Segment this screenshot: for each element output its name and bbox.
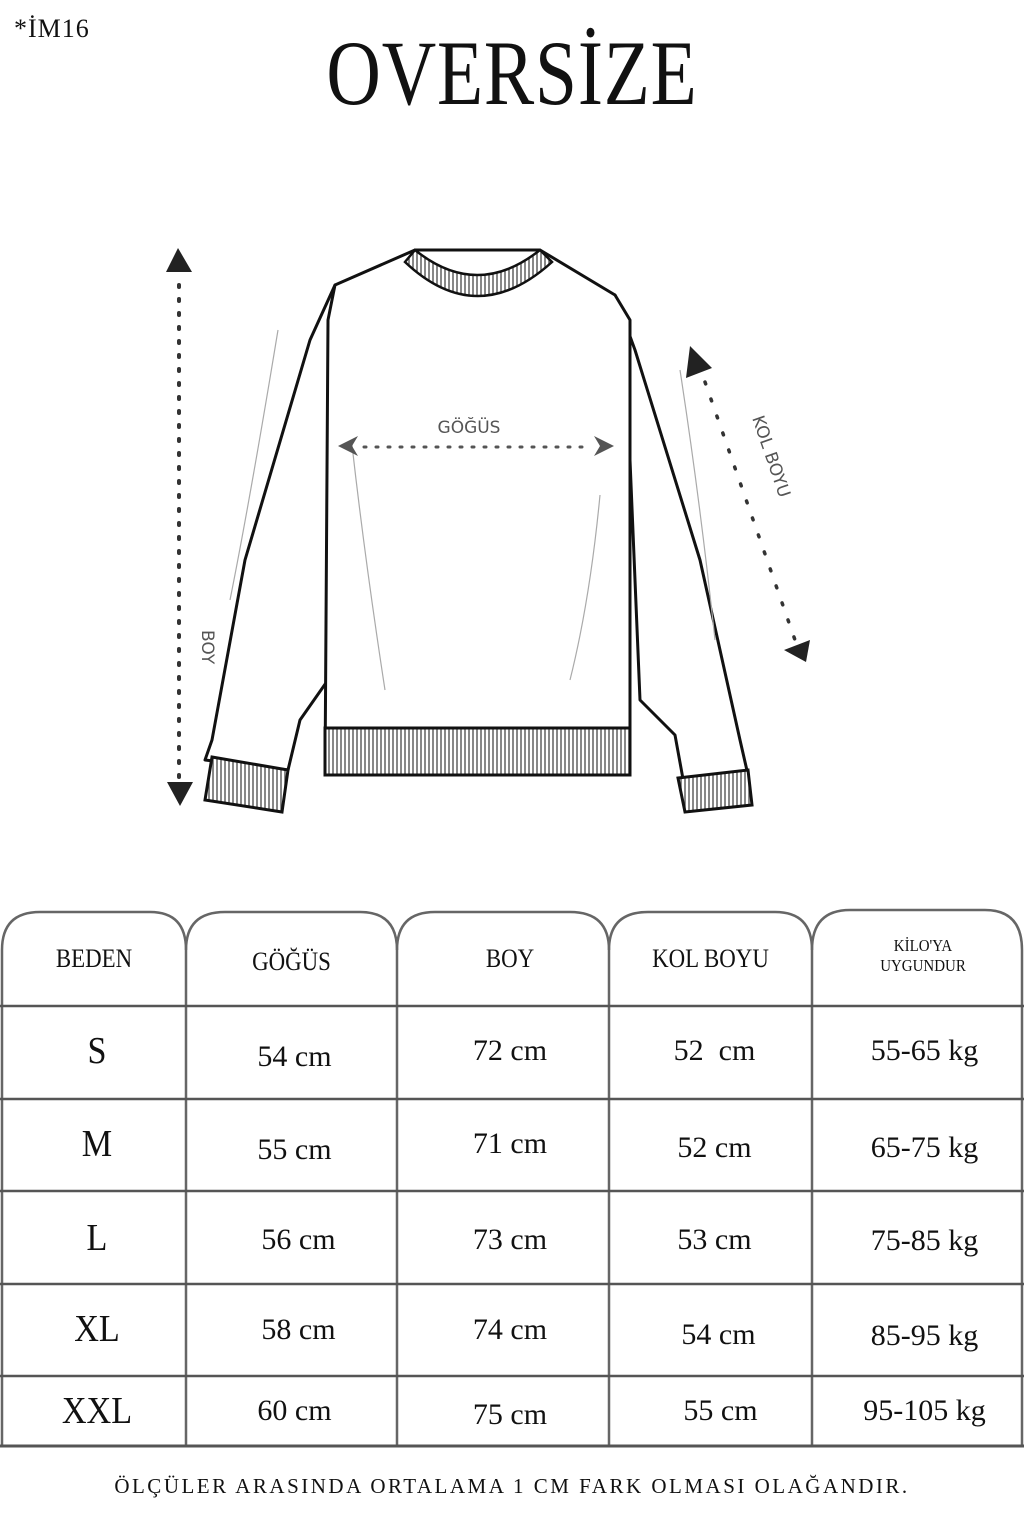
length-cell: 73 cm bbox=[472, 1223, 548, 1256]
length-label: BOY bbox=[197, 630, 217, 665]
right-cuff bbox=[676, 768, 754, 814]
length-cell: 75 cm bbox=[472, 1398, 548, 1431]
sleeve-arrow bbox=[686, 346, 810, 662]
length-cell: 72 cm bbox=[472, 1034, 548, 1067]
chest-cell: 58 cm bbox=[261, 1313, 336, 1346]
size-cell: L bbox=[86, 1217, 108, 1259]
header-beden: BEDEN bbox=[55, 944, 133, 973]
chest-cell: 54 cm bbox=[257, 1040, 332, 1073]
sleeve-cell: 52 cm bbox=[677, 1131, 752, 1164]
size-cell: XL bbox=[74, 1308, 120, 1350]
size-cell: XXL bbox=[61, 1390, 133, 1432]
size-cell: M bbox=[81, 1123, 113, 1165]
header-kilo-line-1: KİLO'YA bbox=[893, 936, 953, 955]
header-gogus: GÖĞÜS bbox=[252, 947, 331, 976]
page-title: OVERSİZE bbox=[326, 22, 698, 124]
sweater-diagram: BOY GÖĞÜS KOL BOYU bbox=[166, 248, 810, 814]
chest-cell: 60 cm bbox=[257, 1394, 332, 1427]
weight-cell: 95-105 kg bbox=[863, 1394, 986, 1427]
chest-label: GÖĞÜS bbox=[438, 416, 501, 438]
chest-cell: 56 cm bbox=[261, 1223, 336, 1256]
size-cell: S bbox=[87, 1030, 107, 1072]
length-arrow bbox=[166, 248, 193, 806]
length-cell: 71 cm bbox=[472, 1127, 548, 1160]
sleeve-cell: 55 cm bbox=[683, 1394, 758, 1427]
weight-cell: 65-75 kg bbox=[870, 1131, 979, 1164]
sleeve-cell: 53 cm bbox=[677, 1223, 752, 1256]
weight-cell: 55-65 kg bbox=[870, 1034, 979, 1067]
header-kilo-line-2: UYGUNDUR bbox=[880, 956, 966, 975]
product-code: *İM16 bbox=[14, 14, 90, 43]
weight-cell: 75-85 kg bbox=[870, 1224, 979, 1257]
header-kol-boyu: KOL BOYU bbox=[652, 944, 769, 973]
collar-rib bbox=[403, 248, 554, 298]
sleeve-cell: 54 cm bbox=[681, 1318, 756, 1351]
header-boy: BOY bbox=[485, 944, 535, 973]
chest-cell: 55 cm bbox=[257, 1133, 332, 1166]
left-cuff bbox=[203, 755, 290, 814]
length-cell: 74 cm bbox=[472, 1313, 548, 1346]
header-kilo: KİLO'YA UYGUNDUR bbox=[825, 910, 1020, 1002]
chest-arrow bbox=[338, 436, 614, 456]
weight-cell: 85-95 kg bbox=[870, 1319, 979, 1352]
hem-rib bbox=[323, 726, 632, 777]
sleeve-cell: 52 cm bbox=[673, 1034, 756, 1067]
footer-note: ÖLÇÜLER ARASINDA ORTALAMA 1 CM FARK OLMA… bbox=[114, 1474, 910, 1498]
